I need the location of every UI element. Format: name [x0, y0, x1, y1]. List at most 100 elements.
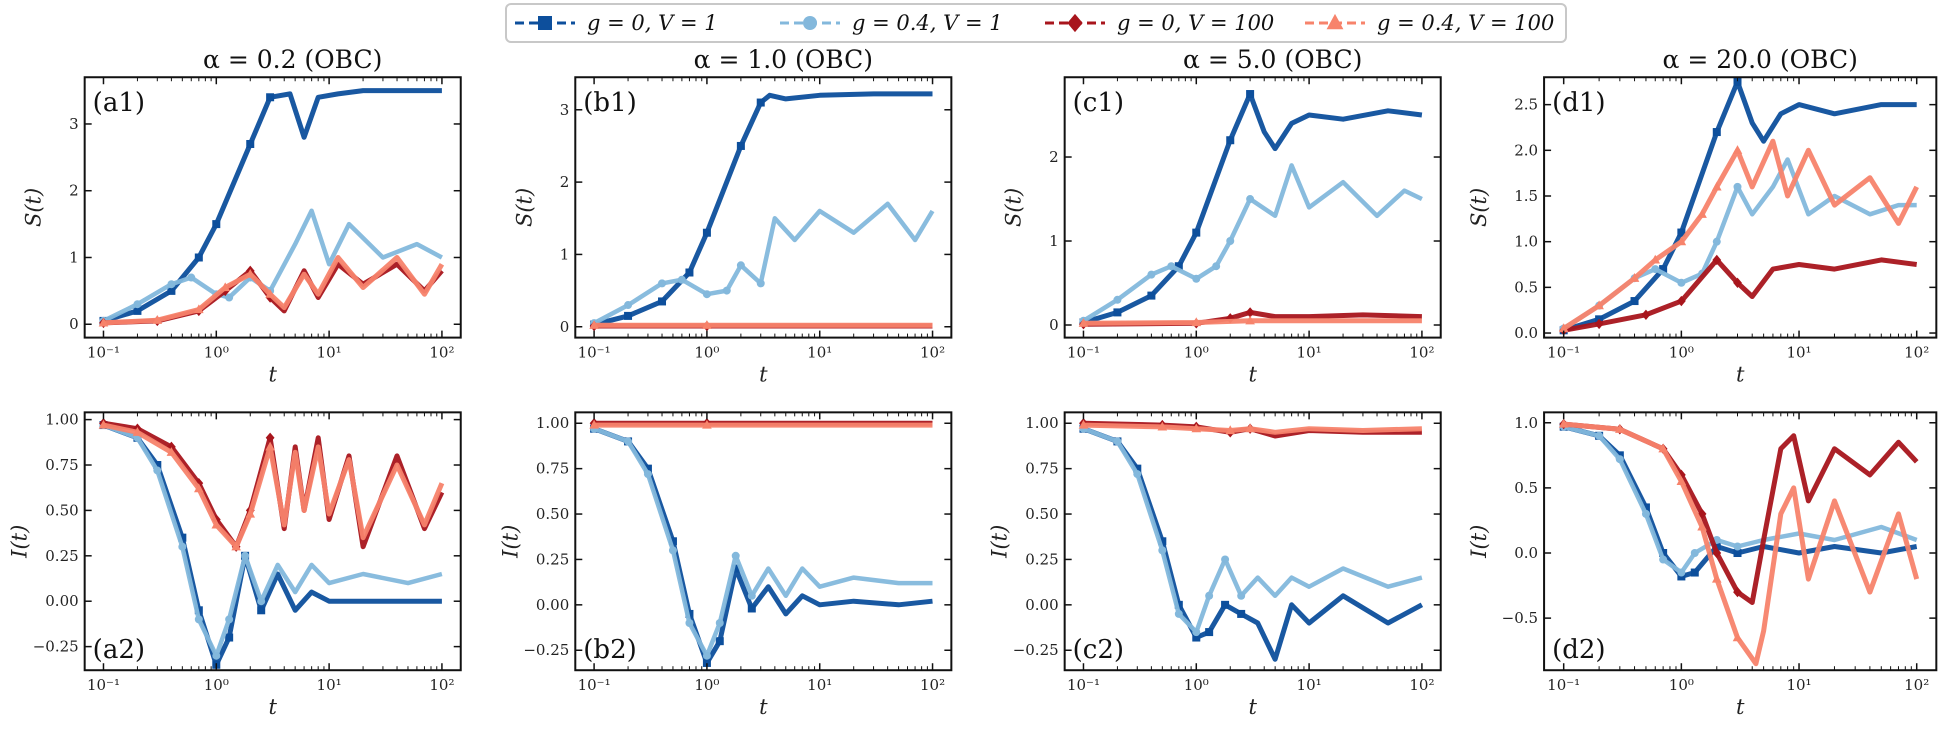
- y-axis-label: S(t): [1002, 188, 1026, 227]
- x-tick-label: 10¹: [1786, 344, 1811, 362]
- data-point: [212, 220, 221, 229]
- data-point: [1711, 573, 1722, 583]
- data-point: [1594, 300, 1604, 310]
- x-axis-label: t: [1736, 695, 1745, 719]
- data-point: [702, 320, 712, 329]
- x-axis-label: t: [1736, 363, 1745, 387]
- x-axis-label: t: [1248, 695, 1257, 719]
- triangle-marker-icon: [1326, 13, 1344, 30]
- data-point: [1732, 632, 1743, 642]
- data-point: [167, 286, 176, 295]
- data-point: [1630, 297, 1639, 306]
- data-point: [1226, 237, 1235, 246]
- y-tick-label: 1: [1049, 232, 1059, 250]
- panel-label: (d2): [1552, 635, 1605, 665]
- y-tick-label: 0.50: [45, 501, 78, 519]
- data-point: [658, 279, 667, 288]
- data-point: [1133, 464, 1142, 473]
- data-point: [1157, 421, 1168, 431]
- y-tick-label: 0.75: [536, 460, 569, 478]
- data-point: [153, 461, 162, 470]
- x-tick-label: 10⁰: [204, 676, 229, 694]
- data-point: [1192, 274, 1201, 283]
- data-point: [225, 633, 234, 642]
- x-tick-label: 10¹: [807, 344, 832, 362]
- series-line-1: [1562, 79, 1917, 333]
- data-point: [1733, 277, 1742, 288]
- data-point: [624, 311, 633, 320]
- data-point: [1174, 609, 1183, 618]
- series-line-4: [102, 422, 445, 550]
- data-point: [1158, 546, 1167, 555]
- axes-frame: [83, 411, 462, 672]
- y-tick-label: 2.0: [1514, 141, 1538, 159]
- x-tick-label: 10⁻¹: [1067, 344, 1100, 362]
- data-point: [231, 541, 241, 551]
- data-point: [1677, 568, 1686, 577]
- x-tick-label: 10⁰: [1184, 344, 1209, 362]
- data-point: [1226, 136, 1235, 145]
- y-tick-label: 1: [69, 248, 79, 266]
- data-point: [715, 619, 724, 628]
- data-point: [685, 268, 694, 277]
- data-point: [1676, 236, 1687, 246]
- y-tick-label: 0.25: [1025, 550, 1058, 568]
- data-point: [98, 317, 109, 327]
- series-group: [98, 88, 445, 329]
- data-point: [1690, 549, 1699, 558]
- y-axis-label: I(t): [8, 525, 32, 559]
- data-point: [1659, 555, 1668, 564]
- axes-frame: [1543, 76, 1938, 339]
- series-line-2: [1082, 163, 1423, 323]
- data-point: [265, 432, 275, 443]
- panel-b1: 10⁻¹ 10⁰ 10¹ 10² 0 1 2 3 t S(t) (b1): [512, 76, 953, 387]
- series-line-3: [1563, 257, 1918, 333]
- column-title: α = 20.0 (OBC): [1663, 45, 1858, 74]
- y-tick-label: 0.5: [1514, 479, 1538, 497]
- panel-label: (c1): [1073, 88, 1124, 118]
- data-point: [1712, 237, 1721, 246]
- series-line-1: [593, 426, 933, 666]
- y-axis-label: S(t): [22, 188, 46, 227]
- data-point: [1558, 418, 1569, 428]
- x-tick-label: 10¹: [807, 676, 832, 694]
- axes-frame: [83, 76, 462, 339]
- data-point: [702, 228, 711, 237]
- data-point: [731, 564, 740, 573]
- data-point: [153, 466, 162, 475]
- series-line-1: [1082, 91, 1423, 325]
- y-tick-label: 0.25: [536, 550, 569, 568]
- data-point: [266, 93, 275, 102]
- data-point: [1078, 419, 1089, 429]
- data-point: [1192, 628, 1201, 637]
- y-tick-label: 1.00: [536, 414, 569, 432]
- data-point: [1712, 254, 1722, 266]
- data-point: [1641, 509, 1650, 518]
- y-tick-label: 0: [1049, 316, 1059, 334]
- data-point: [1221, 600, 1230, 609]
- data-point: [1221, 555, 1230, 564]
- y-tick-label: 1: [560, 245, 570, 263]
- data-point: [1615, 424, 1625, 433]
- x-tick-label: 10⁰: [694, 344, 719, 362]
- x-tick-label: 10⁻¹: [87, 676, 120, 694]
- data-point: [245, 508, 256, 518]
- x-tick-label: 10¹: [1297, 344, 1322, 362]
- y-tick-label: −0.5: [1502, 609, 1538, 627]
- data-point: [1174, 262, 1183, 271]
- data-point: [1733, 549, 1742, 558]
- data-point: [1245, 423, 1255, 433]
- data-point: [178, 533, 187, 542]
- x-tick-label: 10⁰: [1669, 344, 1694, 362]
- data-point: [152, 315, 163, 324]
- data-point: [166, 447, 177, 456]
- series-line-2: [1562, 157, 1917, 331]
- series-line-2: [1082, 426, 1423, 635]
- axes-frame: [1063, 411, 1442, 672]
- diamond-marker-icon: [1067, 13, 1083, 33]
- panel-a1: 10⁻¹ 10⁰ 10¹ 10² 0 1 2 3 t S(t) (a1): [22, 76, 462, 387]
- data-point: [668, 537, 677, 546]
- y-axis-label: S(t): [512, 188, 536, 227]
- data-point: [194, 615, 203, 624]
